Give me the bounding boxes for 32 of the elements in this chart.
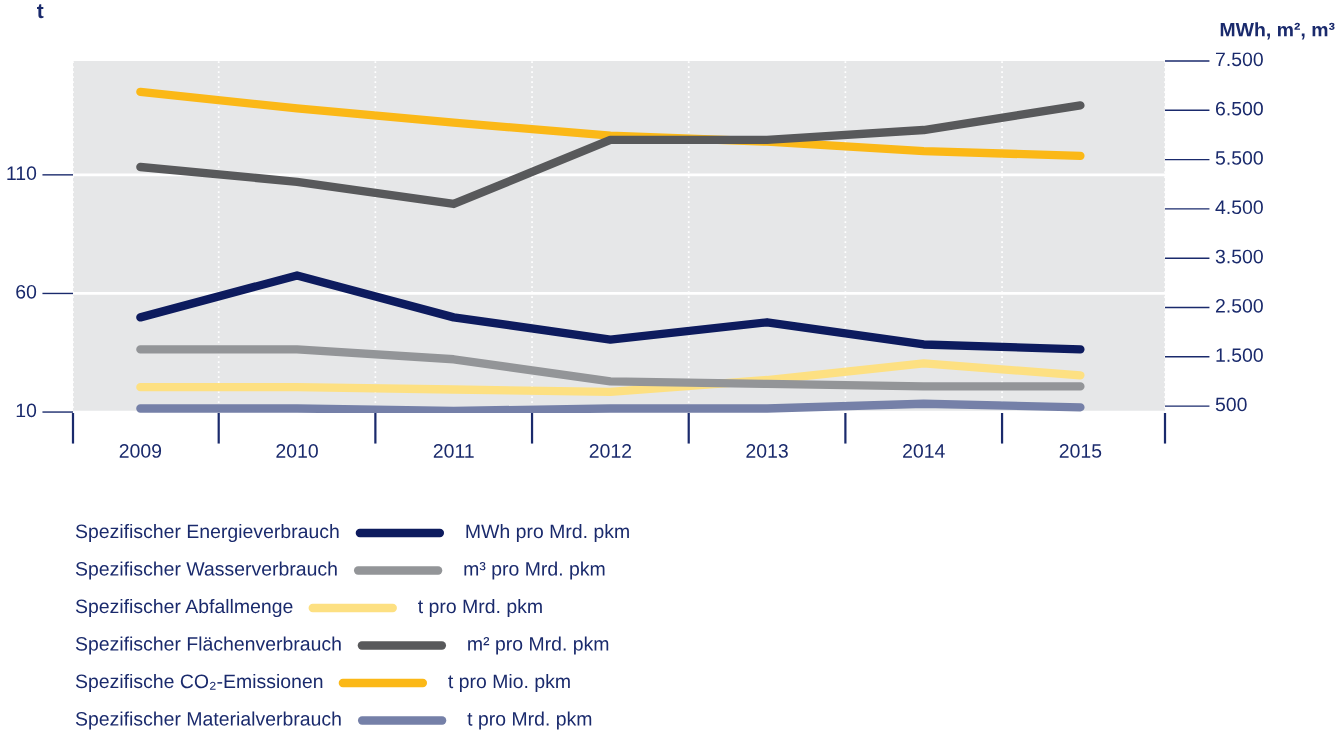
y2-tick-label: 3.500 — [1215, 249, 1263, 264]
text: t pro Mrd. pkm — [467, 711, 592, 730]
y2-axis-title: MWh, m², m³ — [1220, 22, 1335, 40]
legend-label: Spezifischer Energieverbrauch — [75, 523, 339, 543]
y2-tick-label: 1.500 — [1216, 348, 1263, 363]
text: t pro Mrd. pkm — [418, 598, 542, 618]
text: t pro Mio. pkm — [448, 673, 570, 693]
x-tick-label: 2009 — [119, 444, 162, 458]
y-axis-title: t — [37, 4, 44, 19]
legend-label: Spezifischer Materialverbrauch — [75, 711, 341, 730]
y2-tick-label: 500 — [1215, 397, 1247, 412]
x-tick-label: 2014 — [903, 444, 945, 458]
y2-tick-label: 2.500 — [1215, 298, 1263, 313]
legend-label: Spezifischer Abfallmenge — [75, 598, 293, 618]
legend-label: Spezifischer Flächenverbrauch — [75, 636, 341, 655]
y-tick-label: 60 — [16, 284, 37, 299]
y-tick-label: 110 — [7, 166, 37, 181]
y2-tick-label: 7.500 — [1216, 52, 1263, 67]
y2-tick-label: 4.500 — [1215, 200, 1263, 215]
y-tick-label: 10 — [16, 403, 37, 418]
legend-label: Spezifischer Wasserverbrauch — [75, 561, 337, 580]
text: m² pro Mrd. pkm — [468, 636, 609, 655]
x-tick-label: 2015 — [1059, 444, 1102, 458]
text: m³ pro Mrd. pkm — [464, 561, 605, 580]
x-tick-label: 2011 — [433, 444, 474, 458]
legend-label: Spezifische CO₂-Emissionen — [75, 673, 323, 693]
x-tick-label: 2010 — [276, 444, 318, 458]
y2-tick-label: 5.500 — [1215, 151, 1263, 165]
y2-tick-label: 6.500 — [1215, 101, 1263, 116]
x-tick-label: 2013 — [746, 444, 788, 458]
x-tick-label: 2012 — [589, 444, 632, 458]
text: MWh pro Mrd. pkm — [466, 523, 629, 543]
